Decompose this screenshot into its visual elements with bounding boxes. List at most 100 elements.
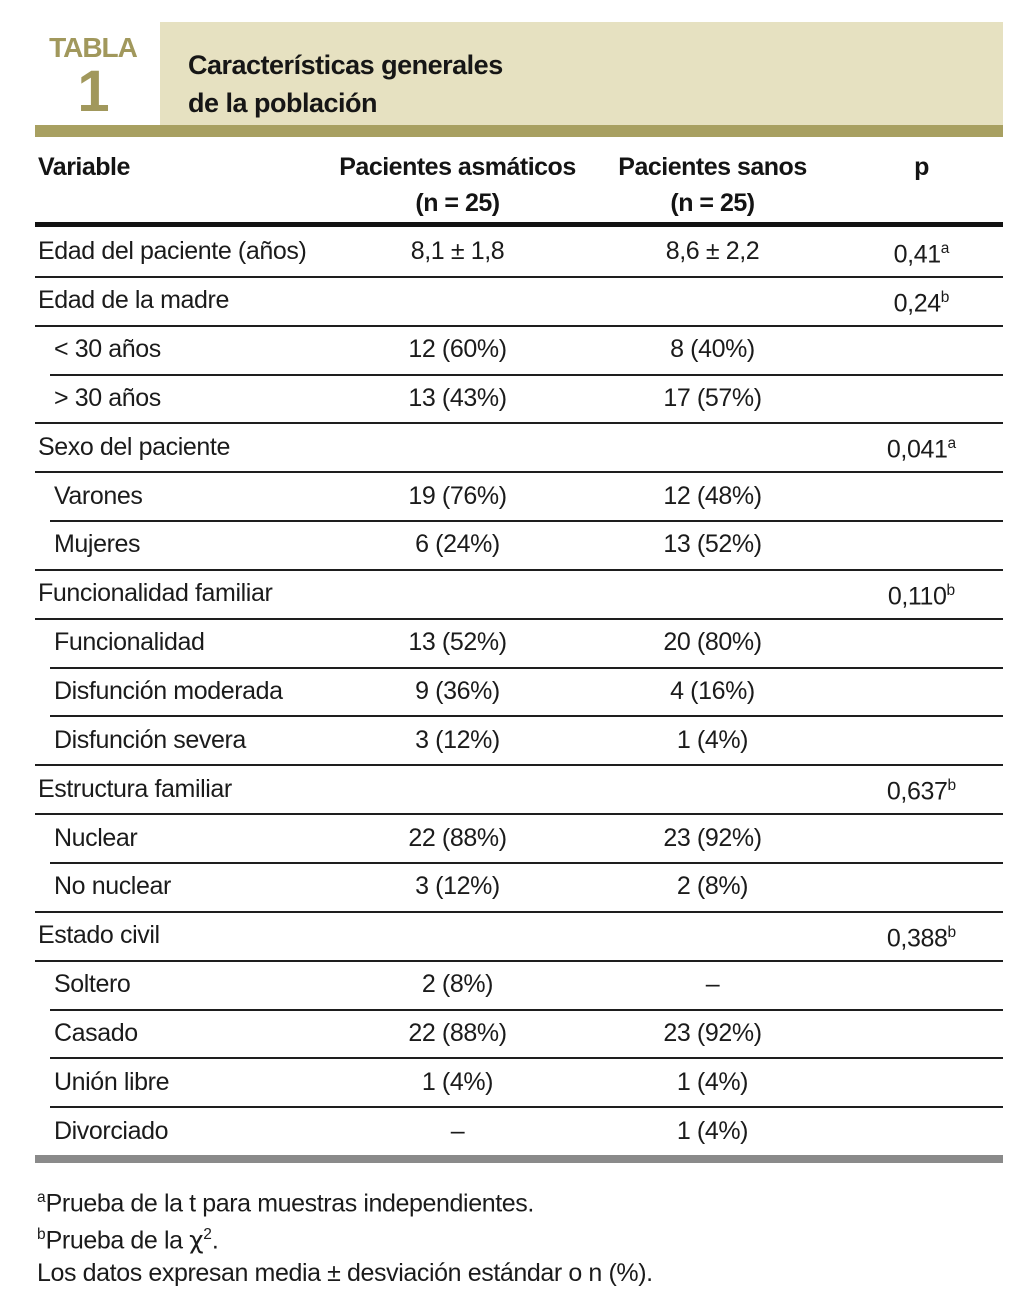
healthy-value: 23 (92%) [663, 823, 762, 852]
table-row: < 30 años 12 (60%) 8 (40%) [35, 324, 1003, 374]
column-header-variable: Variable [38, 153, 130, 181]
table-row: Divorciado – 1 (4%) [35, 1106, 1003, 1155]
row-label: Mujeres [54, 530, 141, 559]
row-label: Funcionalidad [54, 628, 205, 657]
table-row: Casado 22 (88%) 23 (92%) [35, 1008, 1003, 1058]
asthmatic-value: – [450, 1116, 465, 1145]
healthy-value: 1 (4%) [676, 1116, 749, 1145]
asthmatic-value: 22 (88%) [408, 823, 507, 852]
asthmatic-value: 12 (60%) [408, 335, 507, 364]
asthmatic-value: 13 (43%) [408, 383, 507, 412]
column-header-asthmatic: Pacientes asmáticos (n = 25) [330, 149, 585, 222]
footnote-b-marker: b [37, 1226, 46, 1244]
healthy-value: 4 (16%) [670, 677, 755, 706]
p-value: 0,041a [840, 430, 1003, 463]
table-row: Unión libre 1 (4%) 1 (4%) [35, 1057, 1003, 1106]
asthmatic-value: 3 (12%) [415, 725, 500, 754]
p-value: 0,24b [840, 284, 1003, 317]
p-value: 0,388b [840, 919, 1003, 952]
row-label: Unión libre [54, 1067, 170, 1096]
column-header-healthy-line1: Pacientes sanos [618, 153, 807, 181]
p-value-number: 0,041 [886, 435, 948, 464]
column-header-healthy-n: (n = 25) [670, 189, 755, 217]
p-value-footnote-marker: a [940, 239, 950, 257]
row-label: Nuclear [54, 823, 138, 852]
row-label: Edad del paciente (años) [38, 237, 307, 266]
healthy-value: 13 (52%) [663, 530, 762, 559]
p-value-number: 0,388 [886, 923, 948, 952]
row-label: Estructura familiar [38, 774, 232, 803]
table-row: Nuclear 22 (88%) 23 (92%) [35, 813, 1003, 862]
footnote-a: aPrueba de la t para muestras independie… [37, 1182, 653, 1219]
healthy-value: 12 (48%) [663, 481, 762, 510]
asthmatic-value: 8,1 ± 1,8 [410, 237, 505, 266]
row-label: Disfunción moderada [54, 677, 283, 706]
table-row: Soltero 2 (8%) – [35, 959, 1003, 1009]
asthmatic-value: 6 (24%) [415, 530, 500, 559]
table-title-line2: de la población [188, 88, 378, 118]
table-row: Funcionalidad familiar 0,110b [35, 568, 1003, 618]
table-badge: TABLA 1 [37, 34, 149, 124]
healthy-value: 20 (80%) [663, 628, 762, 657]
table-row: Estructura familiar 0,637b [35, 764, 1003, 813]
healthy-value: – [705, 970, 720, 999]
p-value-number: 0,41 [893, 240, 941, 269]
row-label: < 30 años [54, 335, 161, 364]
column-header-asthmatic-line1: Pacientes asmáticos [339, 153, 576, 181]
footnote-a-marker: a [37, 1189, 46, 1206]
table-title-band: Características generales de la població… [160, 22, 1003, 125]
table-row: Funcionalidad 13 (52%) 20 (80%) [35, 617, 1003, 667]
p-value-number: 0,24 [893, 288, 941, 317]
p-value-footnote-marker: b [947, 777, 957, 795]
table-body: Edad del paciente (años) 8,1 ± 1,8 8,6 ± 2… [35, 227, 1003, 1155]
table-row: Varones 19 (76%) 12 (48%) [35, 471, 1003, 520]
row-label: No nuclear [54, 872, 171, 901]
table-title-line1: Características generales [188, 50, 503, 80]
row-label: Funcionalidad familiar [38, 579, 273, 608]
row-label: Varones [54, 481, 143, 510]
row-label: Casado [54, 1018, 138, 1047]
healthy-value: 8,6 ± 2,2 [665, 237, 760, 266]
header-divider-bar [35, 125, 1003, 137]
table-row: No nuclear 3 (12%) 2 (8%) [35, 861, 1003, 911]
p-value-footnote-marker: b [940, 288, 950, 306]
footnote-b: bPrueba de la χ2. [37, 1219, 653, 1256]
asthmatic-value: 3 (12%) [415, 872, 500, 901]
table-badge-number: 1 [77, 59, 109, 124]
footnote-b-period: . [211, 1226, 219, 1255]
table-row: Sexo del paciente 0,041a [35, 422, 1003, 471]
table-row: Disfunción severa 3 (12%) 1 (4%) [35, 715, 1003, 764]
table-row: Edad del paciente (años) 8,1 ± 1,8 8,6 ± 2… [35, 227, 1003, 276]
healthy-value: 1 (4%) [676, 725, 749, 754]
table-row: > 30 años 13 (43%) 17 (57%) [35, 373, 1003, 423]
header-rule [35, 222, 1003, 227]
table-bottom-rule [35, 1155, 1003, 1163]
healthy-value: 23 (92%) [663, 1018, 762, 1047]
healthy-value: 1 (4%) [676, 1067, 749, 1096]
row-label: Divorciado [54, 1116, 169, 1145]
row-label: Estado civil [38, 921, 160, 950]
chi-exponent: 2 [203, 1226, 212, 1244]
row-label: Sexo del paciente [38, 432, 230, 461]
asthmatic-value: 1 (4%) [421, 1067, 494, 1096]
asthmatic-value: 2 (8%) [421, 970, 494, 999]
row-label: Disfunción severa [54, 725, 246, 754]
p-value-footnote-marker: b [946, 581, 956, 599]
column-header-healthy: Pacientes sanos (n = 25) [585, 149, 840, 222]
footnote-b-text: Prueba de la [45, 1226, 190, 1255]
p-value-number: 0,637 [886, 777, 948, 806]
chi-symbol: χ [189, 1225, 204, 1255]
healthy-value: 2 (8%) [676, 872, 749, 901]
row-label: Soltero [54, 970, 131, 999]
p-value: 0,637b [840, 772, 1003, 805]
p-value: 0,41a [840, 235, 1003, 268]
p-value-number: 0,110 [887, 581, 947, 610]
table-row: Mujeres 6 (24%) 13 (52%) [35, 520, 1003, 569]
asthmatic-value: 22 (88%) [408, 1018, 507, 1047]
column-header-asthmatic-n: (n = 25) [415, 189, 500, 217]
p-value-footnote-marker: a [947, 435, 957, 453]
asthmatic-value: 9 (36%) [415, 677, 500, 706]
table-row: Disfunción moderada 9 (36%) 4 (16%) [35, 666, 1003, 716]
table-row: Estado civil 0,388b [35, 910, 1003, 960]
